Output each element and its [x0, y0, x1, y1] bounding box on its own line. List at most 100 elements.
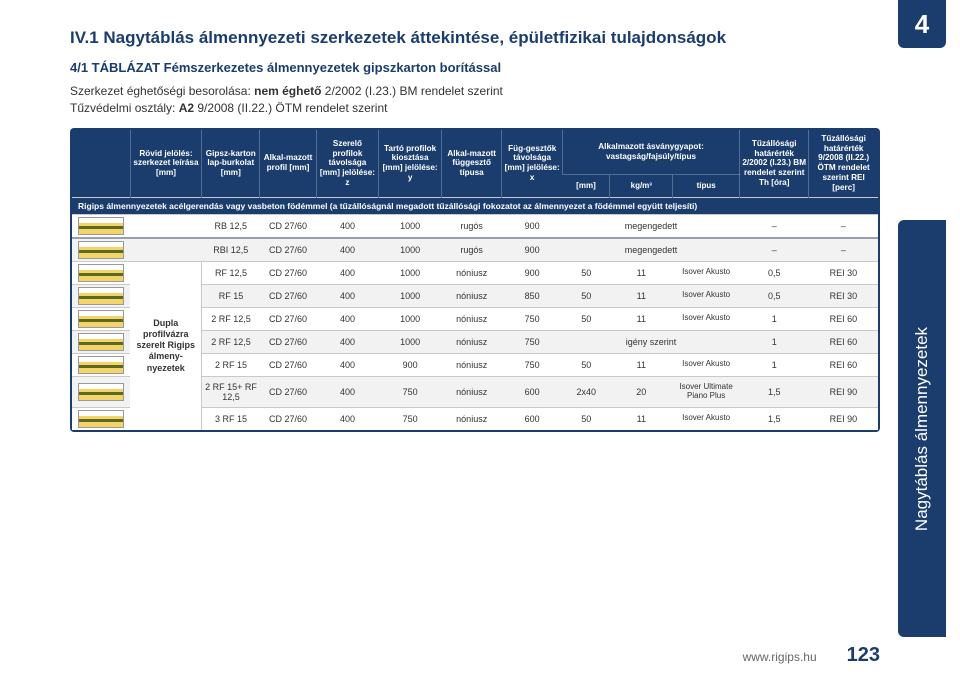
col-short-desc: Rövid jelölés: szerkezet leírása [mm]	[130, 130, 201, 198]
row-icon	[72, 407, 130, 430]
cell-c9: 0,5	[740, 261, 809, 284]
cell-c4: 400	[316, 307, 379, 330]
cell-c7: 900	[502, 238, 563, 262]
col-wool-mm: [mm]	[562, 174, 610, 197]
cell-c9: 1	[740, 353, 809, 376]
cell-c10: REI 60	[809, 353, 878, 376]
meta-text: 2/2002 (I.23.) BM rendelet szerint	[321, 84, 502, 98]
cell-w1: 50	[562, 284, 610, 307]
col-wool-kg: kg/m³	[610, 174, 673, 197]
data-table-wrap: Rövid jelölés: szerkezet leírása [mm] Gi…	[70, 128, 880, 432]
cell-c5: 1000	[379, 214, 442, 238]
cell-c2: 2 RF 15+ RF 12,5	[202, 376, 260, 407]
rowgroup-empty	[130, 214, 201, 238]
cell-wool-merged: megengedett	[562, 214, 739, 238]
cell-w3: Isover Akusto	[673, 261, 740, 284]
ceiling-layer-icon	[78, 356, 124, 374]
col-fire-bm: Tűzállósági határérték 2/2002 (I.23.) BM…	[740, 130, 809, 198]
row-icon	[72, 353, 130, 376]
meta-text: 9/2008 (II.22.) ÖTM rendelet szerint	[194, 101, 387, 115]
cell-c4: 400	[316, 376, 379, 407]
cell-c6: nóniusz	[441, 307, 502, 330]
cell-c10: REI 30	[809, 261, 878, 284]
cell-c7: 600	[502, 407, 563, 430]
cell-c7: 900	[502, 261, 563, 284]
cell-w3: Isover Akusto	[673, 407, 740, 430]
table-row: RBI 12,5CD 27/604001000rugós900megengede…	[72, 238, 878, 262]
meta-text: Szerkezet éghetőségi besorolása:	[70, 84, 254, 98]
cell-w1: 50	[562, 353, 610, 376]
row-icon	[72, 238, 130, 262]
cell-c10: –	[809, 214, 878, 238]
cell-w3: Isover Akusto	[673, 353, 740, 376]
ceiling-layer-icon	[78, 264, 124, 282]
cell-c4: 400	[316, 261, 379, 284]
table-body: Rigips álmennyezetek acélgerendás vagy v…	[72, 197, 878, 430]
table-row: RB 12,5CD 27/604001000rugós900megengedet…	[72, 214, 878, 238]
col-profile: Alkal-mazott profil [mm]	[260, 130, 316, 198]
cell-c10: REI 60	[809, 330, 878, 353]
cell-c4: 400	[316, 284, 379, 307]
cell-c2: RBI 12,5	[202, 238, 260, 262]
cell-c6: rugós	[441, 238, 502, 262]
cell-c10: REI 30	[809, 284, 878, 307]
cell-w2: 11	[610, 353, 673, 376]
cell-c4: 400	[316, 238, 379, 262]
table-caption: 4/1 TÁBLÁZAT Fémszerkezetes álmennyezete…	[70, 60, 880, 75]
cell-c5: 750	[379, 376, 442, 407]
cell-c6: nóniusz	[441, 330, 502, 353]
cell-c6: nóniusz	[441, 376, 502, 407]
table-section-caption: Rigips álmennyezetek acélgerendás vagy v…	[72, 197, 878, 214]
cell-c6: nóniusz	[441, 284, 502, 307]
cell-w2: 11	[610, 284, 673, 307]
cell-w3: Isover Akusto	[673, 307, 740, 330]
cell-w2: 20	[610, 376, 673, 407]
cell-c7: 750	[502, 307, 563, 330]
cell-c10: –	[809, 238, 878, 262]
side-tab-label: Nagytáblás álmennyezetek	[912, 326, 932, 530]
ceiling-layer-icon	[78, 410, 124, 428]
cell-c9: 1,5	[740, 376, 809, 407]
cell-c4: 400	[316, 353, 379, 376]
cell-c9: 1	[740, 330, 809, 353]
col-mounting-dist: Szerelő profilok távolsága [mm] jelölése…	[316, 130, 379, 198]
cell-c6: nóniusz	[441, 407, 502, 430]
cell-w2: 11	[610, 407, 673, 430]
cell-c6: nóniusz	[441, 353, 502, 376]
col-icon	[72, 130, 130, 198]
row-icon	[72, 330, 130, 353]
chapter-badge: 4	[898, 0, 946, 48]
col-wool: Alkalmazott ásványgyapot: vastagság/fajs…	[562, 130, 739, 175]
cell-w3: Isover Ultimate Piano Plus	[673, 376, 740, 407]
row-icon	[72, 284, 130, 307]
cell-c2: 2 RF 12,5	[202, 330, 260, 353]
page-footer: www.rigips.hu 123	[70, 644, 880, 667]
side-tab: Nagytáblás álmennyezetek	[898, 220, 946, 637]
footer-page-number: 123	[847, 644, 880, 667]
cell-c2: 2 RF 15	[202, 353, 260, 376]
cell-c3: CD 27/60	[260, 238, 316, 262]
ceiling-layer-icon	[78, 383, 124, 401]
cell-c4: 400	[316, 407, 379, 430]
col-hanger-type: Alkal-mazott függesztő típusa	[441, 130, 502, 198]
col-fire-otm: Tűzállósági határérték 9/2008 (II.22.) Ö…	[809, 130, 878, 198]
cell-w1: 50	[562, 407, 610, 430]
cell-c2: 2 RF 12,5	[202, 307, 260, 330]
cell-c3: CD 27/60	[260, 284, 316, 307]
row-icon	[72, 307, 130, 330]
cell-c3: CD 27/60	[260, 407, 316, 430]
cell-c2: RF 12,5	[202, 261, 260, 284]
cell-c5: 1000	[379, 284, 442, 307]
table-row: Dupla profilvázra szerelt Rigips álmeny-…	[72, 261, 878, 284]
cell-c4: 400	[316, 330, 379, 353]
cell-w3: Isover Akusto	[673, 284, 740, 307]
cell-c7: 600	[502, 376, 563, 407]
cell-c9: 1	[740, 307, 809, 330]
cell-c9: –	[740, 214, 809, 238]
footer-url: www.rigips.hu	[743, 650, 817, 664]
data-table: Rövid jelölés: szerkezet leírása [mm] Gi…	[72, 130, 878, 430]
section-caption-text: Rigips álmennyezetek acélgerendás vagy v…	[72, 197, 878, 214]
col-wool-type: típus	[673, 174, 740, 197]
cell-wool-merged: megengedett	[562, 238, 739, 262]
ceiling-layer-icon	[78, 310, 124, 328]
